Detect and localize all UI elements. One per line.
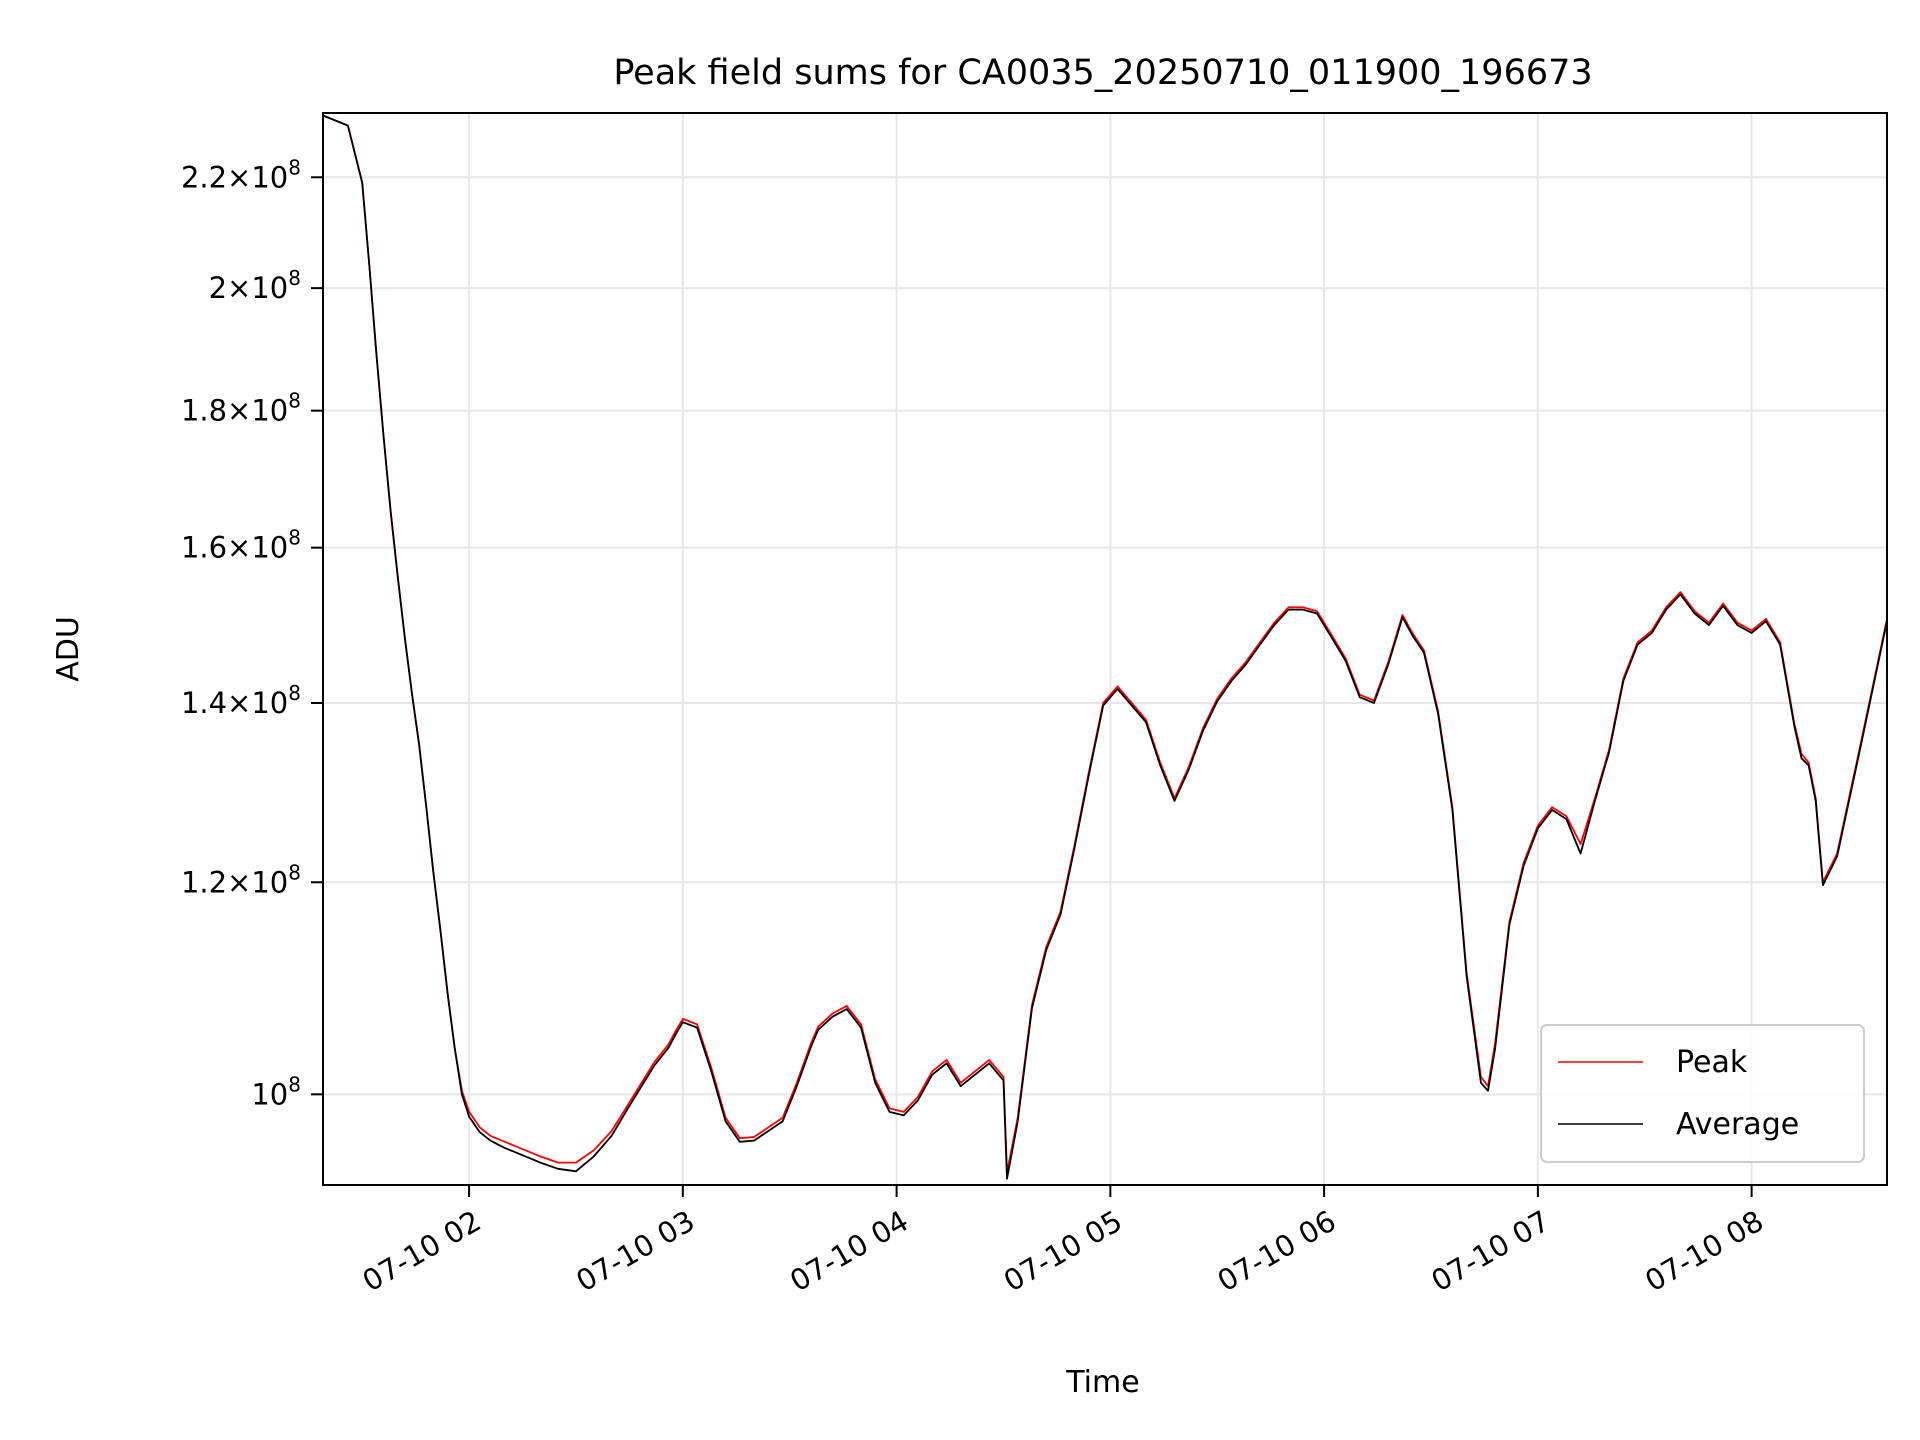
y-tick-label-3: 1.6×108	[181, 526, 301, 565]
legend-box	[1540, 1024, 1865, 1163]
legend-label-average: Average	[1676, 1107, 1799, 1142]
y-tick-label-4: 1.8×108	[181, 389, 301, 428]
y-tick-label-0: 108	[251, 1072, 301, 1111]
y-tick-label-5: 2×108	[209, 266, 301, 305]
series-lines	[322, 114, 1888, 1180]
chart-title: Peak field sums for CA0035_20250710_0119…	[613, 53, 1592, 93]
grid	[323, 113, 1887, 1185]
plot-frame	[322, 112, 1888, 1186]
y-tick-label-6: 2.2×108	[181, 155, 301, 194]
legend-label-peak: Peak	[1676, 1045, 1748, 1080]
y-tick-label-1: 1.2×108	[181, 860, 301, 899]
y-axis-label: ADU	[51, 616, 86, 682]
legend: Peak Average	[1540, 1024, 1865, 1163]
x-axis-label: Time	[1065, 1365, 1139, 1400]
y-axis: 108 1.2×108 1.4×108 1.6×108 1.8×108 2×108 2.2×…	[181, 155, 323, 1111]
series-line-average	[322, 114, 1888, 1180]
y-tick-label-2: 1.4×108	[181, 681, 301, 720]
